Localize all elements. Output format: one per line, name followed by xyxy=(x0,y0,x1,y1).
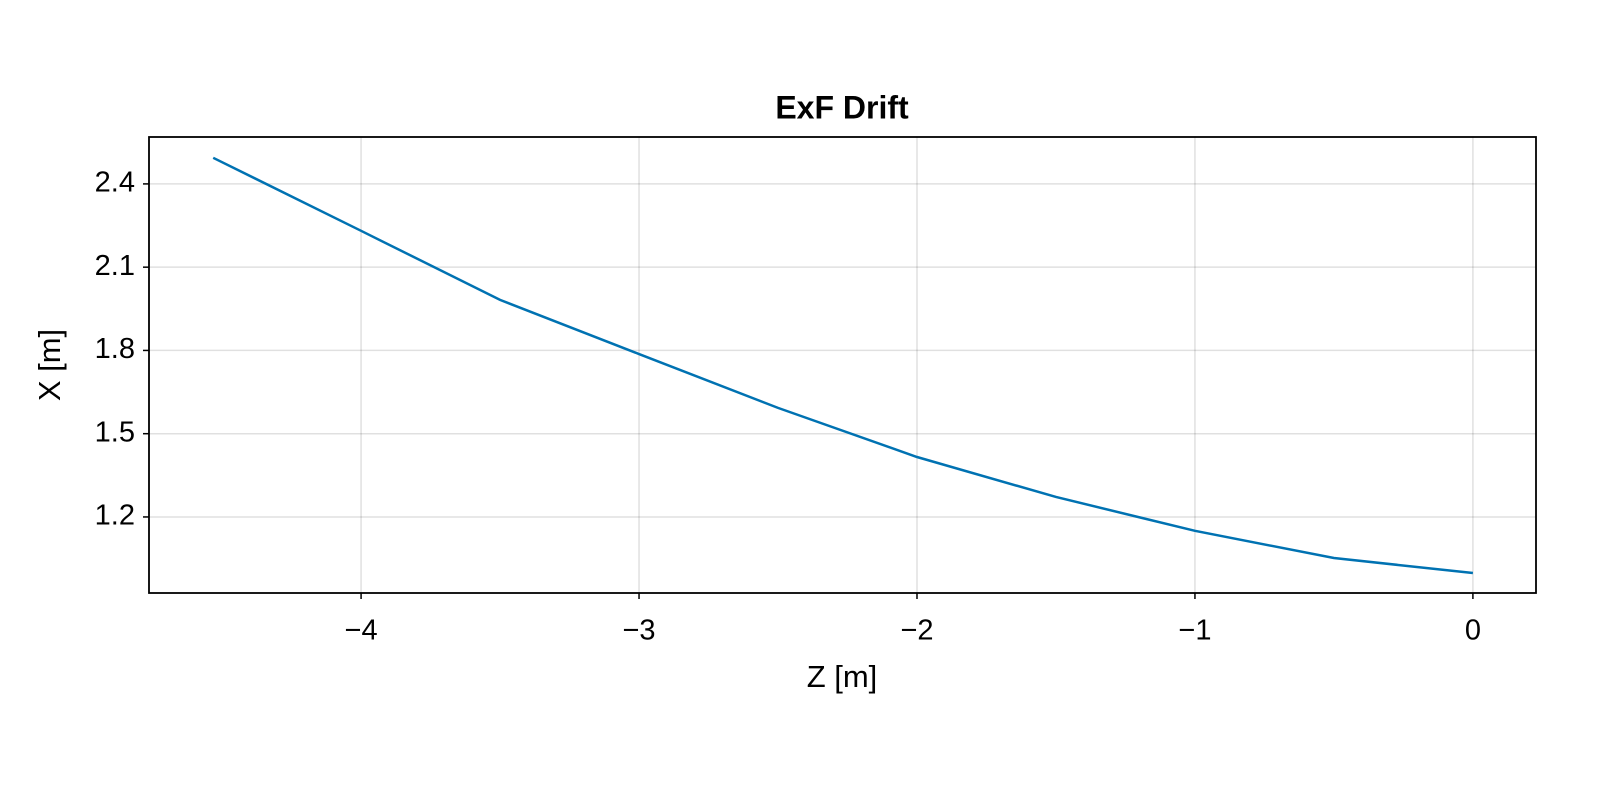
x-tick-label: −1 xyxy=(1178,615,1211,647)
y-tick-label: 2.4 xyxy=(95,167,135,199)
x-tick-label: −4 xyxy=(345,615,378,647)
y-tick-label: 1.5 xyxy=(95,416,135,448)
y-axis-label: X [m] xyxy=(32,329,67,401)
chart-title: ExF Drift xyxy=(775,89,909,125)
x-tick-label: −3 xyxy=(622,615,655,647)
data-line xyxy=(212,156,1474,575)
x-tick-label: −2 xyxy=(900,615,933,647)
y-tick-label: 1.8 xyxy=(95,333,135,365)
x-axis-label: Z [m] xyxy=(807,659,878,694)
y-tick-label: 1.2 xyxy=(95,500,135,532)
x-tick-label: 0 xyxy=(1465,615,1481,647)
y-tick-label: 2.1 xyxy=(95,250,135,282)
plot-frame xyxy=(148,136,1537,594)
